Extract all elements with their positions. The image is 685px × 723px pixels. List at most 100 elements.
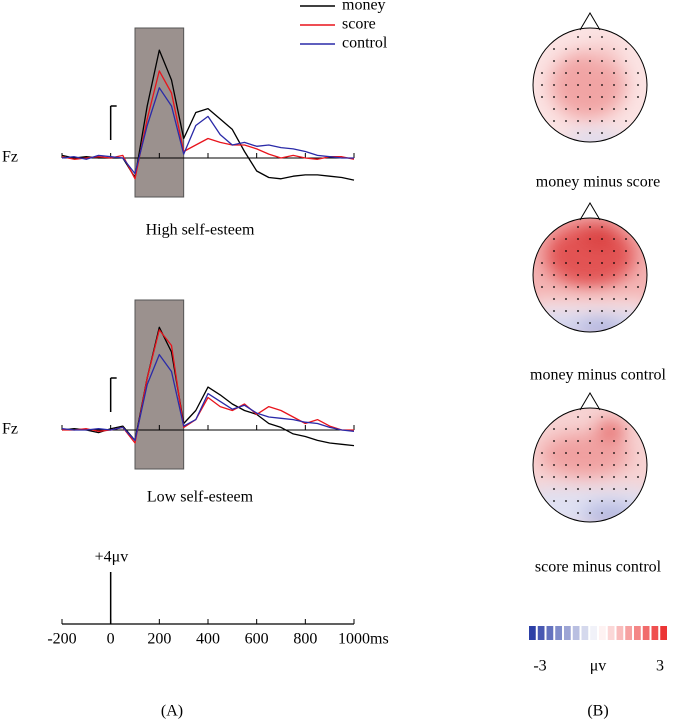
electrode <box>553 48 555 50</box>
topomap <box>532 12 648 143</box>
electrode <box>613 476 615 478</box>
electrode <box>637 84 639 86</box>
electrode <box>541 96 543 98</box>
electrode <box>577 36 579 38</box>
electrode <box>577 476 579 478</box>
electrode <box>601 120 603 122</box>
electrode <box>577 322 579 324</box>
colorbar-cell <box>572 626 580 640</box>
topomap <box>532 392 648 523</box>
electrode <box>601 60 603 62</box>
colorbar-label: μv <box>590 658 607 675</box>
electrode <box>589 500 591 502</box>
electrode <box>625 48 627 50</box>
electrode <box>553 500 555 502</box>
erp-line <box>61 70 355 180</box>
electrode <box>601 108 603 110</box>
electrode <box>613 72 615 74</box>
electrode <box>577 48 579 50</box>
electrode <box>637 274 639 276</box>
electrode <box>601 428 603 430</box>
electrode <box>601 36 603 38</box>
electrode <box>613 298 615 300</box>
electrode <box>541 464 543 466</box>
x-tick-label: 1000 <box>338 631 370 648</box>
electrode <box>601 476 603 478</box>
electrode <box>613 250 615 252</box>
electrode <box>589 84 591 86</box>
electrode <box>613 452 615 454</box>
electrode <box>637 286 639 288</box>
electrode <box>613 48 615 50</box>
electrode <box>577 238 579 240</box>
electrode <box>625 298 627 300</box>
electrode <box>589 226 591 228</box>
electrode <box>577 262 579 264</box>
x-tick-label: -200 <box>47 631 76 648</box>
electrode <box>565 464 567 466</box>
electrode <box>565 250 567 252</box>
topomap-label: money minus control <box>530 367 667 384</box>
electrode <box>625 84 627 86</box>
electrode <box>577 108 579 110</box>
electrode <box>541 274 543 276</box>
electrode <box>613 310 615 312</box>
electrode <box>589 72 591 74</box>
electrode <box>541 286 543 288</box>
erp-line <box>61 326 355 447</box>
electrode <box>625 452 627 454</box>
electrode <box>613 238 615 240</box>
electrode <box>553 464 555 466</box>
electrode <box>601 286 603 288</box>
electrode <box>565 238 567 240</box>
electrode <box>553 476 555 478</box>
topomap-label: money minus score <box>536 174 660 191</box>
electrode <box>601 250 603 252</box>
legend-label: money <box>342 0 386 14</box>
x-unit: ms <box>370 631 389 648</box>
electrode <box>553 274 555 276</box>
electrode <box>601 72 603 74</box>
y-label: Fz <box>2 149 18 166</box>
electrode <box>565 96 567 98</box>
electrode <box>541 72 543 74</box>
time-window <box>134 27 185 198</box>
electrode <box>565 262 567 264</box>
electrode <box>601 48 603 50</box>
electrode <box>589 476 591 478</box>
colorbar-cell <box>581 626 589 640</box>
electrode <box>577 72 579 74</box>
electrode <box>553 120 555 122</box>
electrode <box>577 286 579 288</box>
colorbar-cell <box>625 626 632 640</box>
x-tick-label: 400 <box>196 631 220 648</box>
electrode <box>625 274 627 276</box>
electrode <box>589 36 591 38</box>
electrode <box>553 488 555 490</box>
electrode <box>553 96 555 98</box>
colorbar-cell <box>546 626 554 640</box>
electrode <box>541 452 543 454</box>
electrode <box>625 488 627 490</box>
electrode <box>577 428 579 430</box>
electrode <box>565 440 567 442</box>
electrode <box>553 440 555 442</box>
colorbar-tick-label: 3 <box>656 658 664 675</box>
colorbar-cell <box>616 626 624 640</box>
electrode <box>589 298 591 300</box>
electrode <box>577 464 579 466</box>
electrode <box>577 488 579 490</box>
electrode <box>589 48 591 50</box>
electrode <box>637 262 639 264</box>
electrode <box>625 262 627 264</box>
electrode <box>541 476 543 478</box>
electrode <box>589 108 591 110</box>
electrode <box>601 488 603 490</box>
electrode <box>541 262 543 264</box>
electrode <box>565 428 567 430</box>
electrode <box>589 310 591 312</box>
electrode <box>625 500 627 502</box>
electrode <box>613 84 615 86</box>
electrode <box>565 286 567 288</box>
electrode <box>613 60 615 62</box>
